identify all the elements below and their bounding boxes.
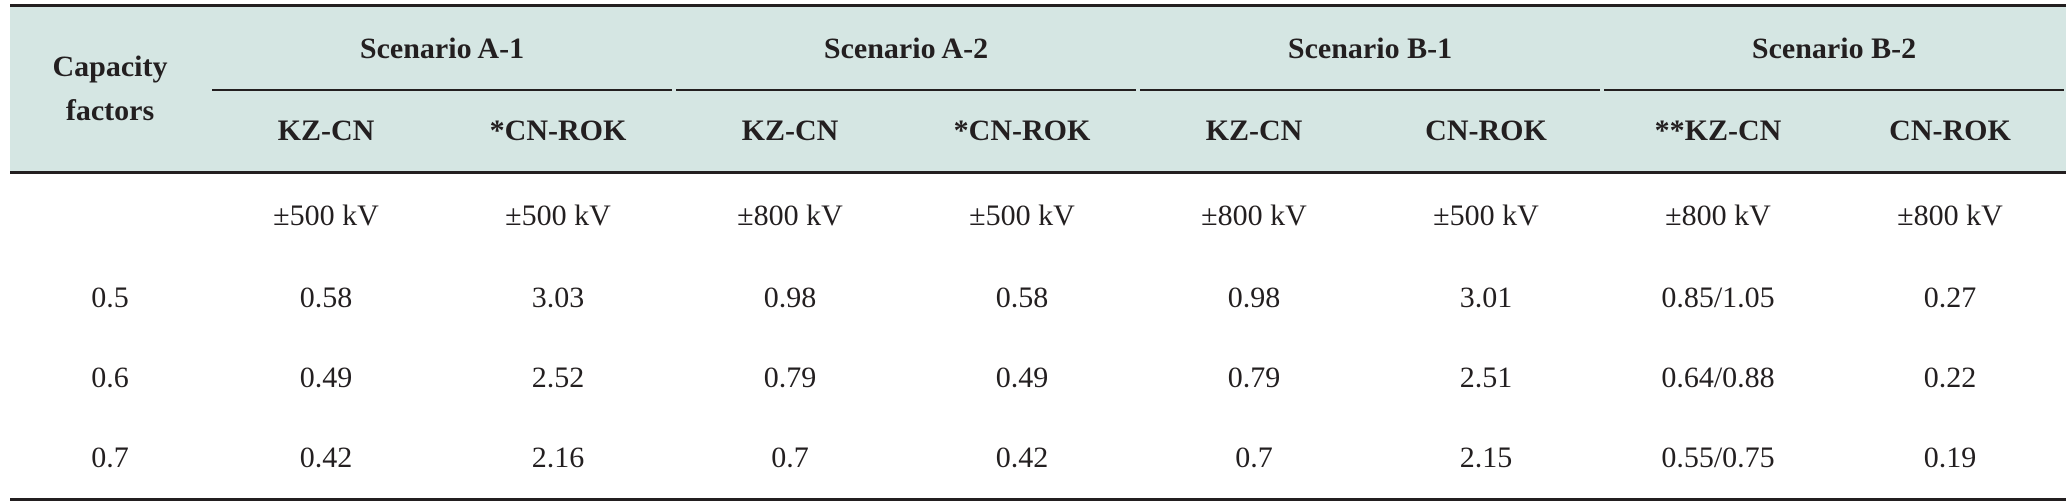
group-label: Scenario B-1 bbox=[1287, 32, 1453, 65]
table-cell: 0.19 bbox=[1834, 418, 2066, 501]
column-header: KZ-CN bbox=[210, 91, 442, 174]
row-label: 0.5 bbox=[91, 281, 129, 314]
group-rule bbox=[1140, 89, 1600, 91]
table-cell: 0.98 bbox=[763, 281, 817, 314]
table-cell: 2.15 bbox=[1370, 418, 1602, 501]
table-row: 0.5 0.58 3.03 0.98 0.58 0.98 3.01 0.85/1… bbox=[10, 258, 2066, 338]
table-cell: 0.85/1.05 bbox=[1661, 281, 1775, 314]
scenario-b1-header: Scenario B-1 bbox=[1138, 4, 1602, 91]
scenario-a1-header: Scenario A-1 bbox=[210, 4, 674, 91]
row-label bbox=[10, 173, 210, 259]
row-label: 0.6 bbox=[91, 361, 129, 394]
table-cell: 0.42 bbox=[210, 418, 442, 501]
table-cell: ±800 kV bbox=[1665, 199, 1771, 232]
scenario-a2-header: Scenario A-2 bbox=[674, 4, 1138, 91]
table-cell: 3.03 bbox=[531, 281, 585, 314]
table-cell: 0.64/0.88 bbox=[1661, 361, 1775, 394]
scenario-b2-header: Scenario B-2 bbox=[1602, 4, 2066, 91]
table-cell: 2.52 bbox=[531, 361, 585, 394]
table-cell: 0.7 bbox=[1138, 418, 1370, 501]
table-cell: 0.49 bbox=[995, 361, 1049, 394]
table-cell: 0.58 bbox=[995, 281, 1049, 314]
table-cell: ±500 kV bbox=[273, 199, 379, 232]
column-header: *CN-ROK bbox=[442, 91, 674, 174]
table-cell: 0.49 bbox=[299, 361, 353, 394]
group-label: Scenario A-2 bbox=[823, 32, 989, 65]
table-cell: 0.27 bbox=[1923, 281, 1977, 314]
table-cell: ±800 kV bbox=[737, 199, 843, 232]
column-header: **KZ-CN bbox=[1602, 91, 1834, 174]
table-cell: 0.58 bbox=[299, 281, 353, 314]
table-cell: 2.51 bbox=[1459, 361, 1513, 394]
table-cell: 0.22 bbox=[1923, 361, 1977, 394]
header-row-scenarios: Capacity factors Scenario A-1 Scenario A… bbox=[10, 4, 2066, 174]
row-label: 0.7 bbox=[10, 418, 210, 501]
table-cell: 0.55/0.75 bbox=[1602, 418, 1834, 501]
column-header: *CN-ROK bbox=[906, 91, 1138, 174]
table-header: Capacity factors Scenario A-1 Scenario A… bbox=[10, 4, 2066, 174]
group-rule bbox=[1604, 89, 2064, 91]
table-cell: ±500 kV bbox=[969, 199, 1075, 232]
table-cell: ±500 kV bbox=[505, 199, 611, 232]
table-cell: ±800 kV bbox=[1201, 199, 1307, 232]
column-header: CN-ROK bbox=[1834, 91, 2066, 174]
table-row-voltage: ±500 kV ±500 kV ±800 kV ±500 kV ±800 kV … bbox=[10, 173, 2066, 259]
table-cell: 3.01 bbox=[1459, 281, 1513, 314]
group-rule bbox=[212, 89, 672, 91]
table-row: 0.7 0.42 2.16 0.7 0.42 0.7 2.15 0.55/0.7… bbox=[10, 418, 2066, 501]
column-header: CN-ROK bbox=[1370, 91, 1602, 174]
column-header: KZ-CN bbox=[1138, 91, 1370, 174]
table-body: ±500 kV ±500 kV ±800 kV ±500 kV ±800 kV … bbox=[10, 173, 2066, 501]
table-cell: 2.16 bbox=[442, 418, 674, 501]
table-cell: 0.79 bbox=[1227, 361, 1281, 394]
group-rule bbox=[676, 89, 1136, 91]
capacity-factors-header: Capacity factors bbox=[10, 4, 210, 174]
table-row: 0.6 0.49 2.52 0.79 0.49 0.79 2.51 0.64/0… bbox=[10, 338, 2066, 418]
capacity-factor-table: Capacity factors Scenario A-1 Scenario A… bbox=[10, 4, 2066, 501]
group-label: Scenario A-1 bbox=[359, 32, 525, 65]
table-cell: 0.42 bbox=[906, 418, 1138, 501]
group-label: Scenario B-2 bbox=[1751, 32, 1917, 65]
column-header: KZ-CN bbox=[674, 91, 906, 174]
header-row-links: KZ-CN *CN-ROK KZ-CN *CN-ROK KZ-CN CN-ROK… bbox=[10, 91, 2066, 174]
table-cell: ±500 kV bbox=[1433, 199, 1539, 232]
table-cell: 0.7 bbox=[674, 418, 906, 501]
table-cell: ±800 kV bbox=[1897, 199, 2003, 232]
table-cell: 0.79 bbox=[763, 361, 817, 394]
table-cell: 0.98 bbox=[1227, 281, 1281, 314]
